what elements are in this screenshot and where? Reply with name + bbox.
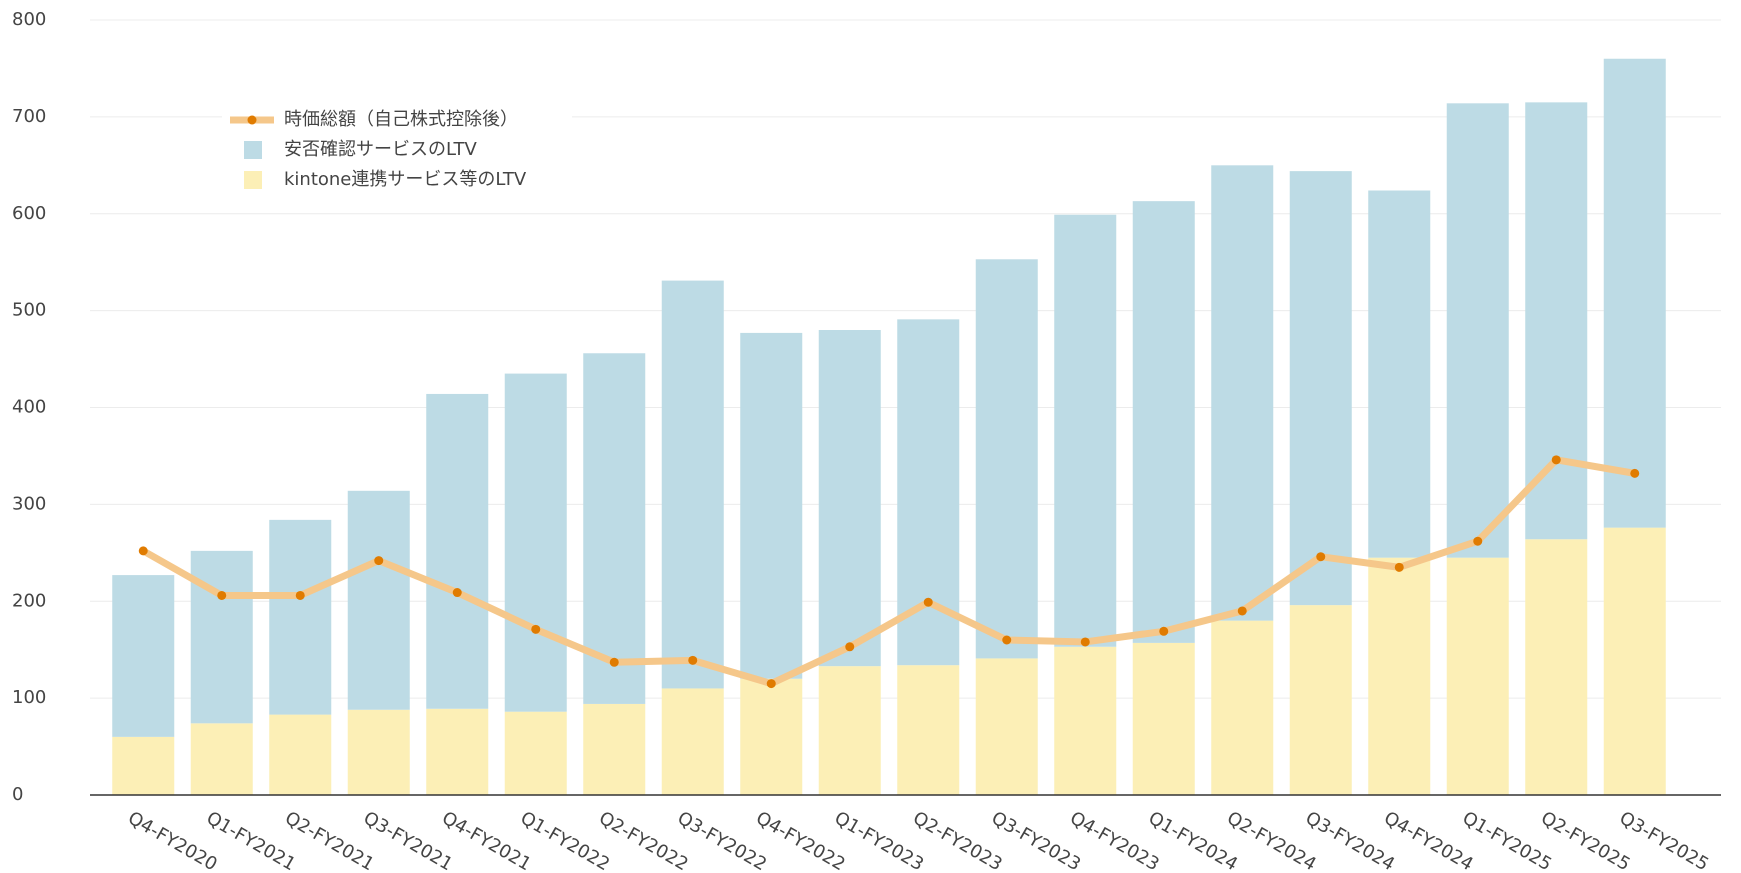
line (139, 456, 1639, 688)
bar (426, 393, 489, 709)
bar (661, 280, 724, 689)
bar (975, 658, 1038, 795)
line-point (452, 588, 462, 598)
x-tick-label: Q4-FY2020 (124, 807, 220, 873)
bar (112, 575, 175, 737)
line-point (766, 679, 776, 689)
line-point (1473, 536, 1483, 546)
bar (818, 666, 881, 795)
bar (1132, 201, 1195, 643)
line-point (531, 624, 541, 634)
bar (112, 736, 175, 795)
legend-label: kintone連携サービス等のLTV (284, 169, 527, 190)
line-point (217, 590, 227, 600)
legend-label: 安否確認サービスのLTV (284, 139, 478, 160)
line-point (845, 642, 855, 652)
bar (583, 703, 646, 795)
line-point (1080, 637, 1090, 647)
line-point (923, 597, 933, 607)
bar (1603, 58, 1666, 528)
bar (897, 665, 960, 795)
line-point (374, 556, 384, 566)
legend-background (222, 102, 572, 198)
y-tick-label: 600 (12, 203, 46, 224)
y-tick-label: 100 (12, 687, 46, 708)
line-point (609, 657, 619, 667)
bar (1368, 190, 1431, 558)
line-point (1237, 606, 1247, 616)
y-tick-label: 400 (12, 397, 46, 418)
bar (583, 353, 646, 704)
line-point (1551, 455, 1561, 465)
legend-swatch (244, 171, 262, 189)
bar (347, 709, 410, 795)
y-tick-label: 700 (12, 106, 46, 127)
line-point (1316, 552, 1326, 562)
bar (975, 259, 1038, 659)
line-point (688, 655, 698, 665)
legend-swatch (244, 141, 262, 159)
bar (347, 490, 410, 710)
bar (426, 708, 489, 795)
bar (740, 332, 803, 679)
bar (1211, 165, 1274, 621)
legend-swatch-point (247, 115, 257, 125)
bar (1289, 171, 1352, 606)
bar (1525, 539, 1588, 795)
line-point (1159, 626, 1169, 636)
legend-label: 時価総額（自己株式控除後） (284, 109, 518, 130)
bar (269, 714, 332, 795)
bar (1132, 642, 1195, 795)
bar (1446, 103, 1509, 558)
bar (269, 519, 332, 715)
bar (1368, 557, 1431, 795)
y-tick-label: 300 (12, 493, 46, 514)
bar (818, 330, 881, 667)
line-point (1630, 468, 1640, 478)
y-tick-label: 200 (12, 590, 46, 611)
bar (1446, 557, 1509, 795)
bar (190, 723, 253, 795)
bar (897, 319, 960, 666)
line-point (138, 546, 148, 556)
bar (190, 550, 253, 724)
line-point (1394, 562, 1404, 572)
bar (1289, 605, 1352, 795)
y-tick-label: 500 (12, 300, 46, 321)
bar (740, 678, 803, 795)
bar (1603, 527, 1666, 795)
bar (1525, 102, 1588, 540)
line-point (295, 590, 305, 600)
bar (504, 373, 567, 712)
bar (661, 688, 724, 795)
y-tick-label: 800 (12, 9, 46, 30)
bar (504, 711, 567, 795)
bar (1054, 646, 1117, 795)
line-point (1002, 635, 1012, 645)
bar (1054, 214, 1117, 647)
y-tick-label: 0 (12, 784, 23, 805)
bar (1211, 620, 1274, 795)
